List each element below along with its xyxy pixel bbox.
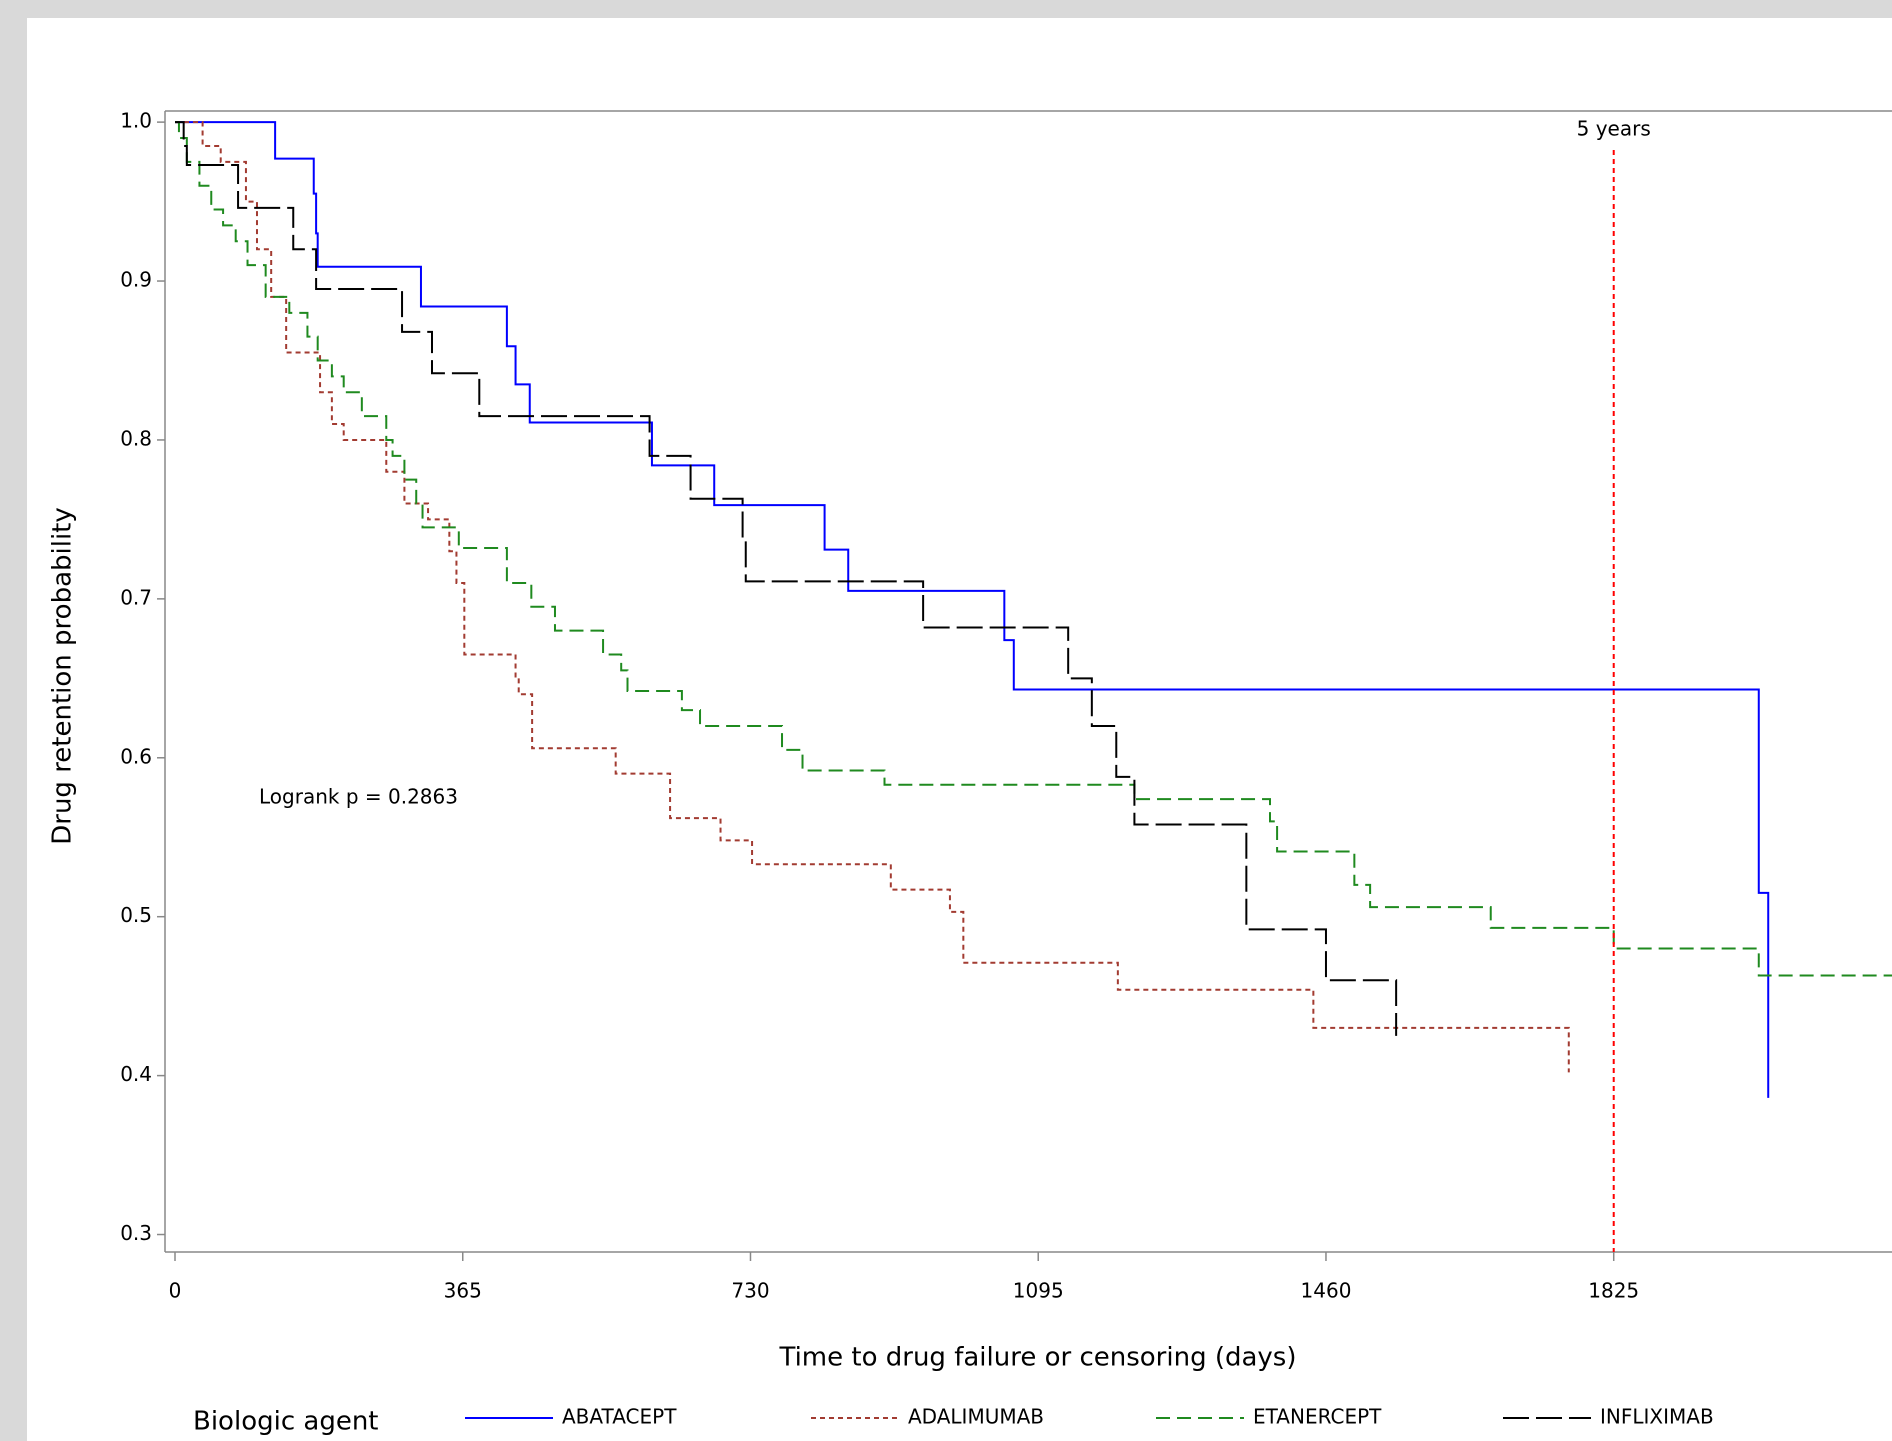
y-tick-label: 0.3	[120, 1221, 152, 1245]
x-tick-label: 1460	[1301, 1279, 1352, 1303]
legend-label: ADALIMUMAB	[908, 1405, 1044, 1429]
survival-curve	[175, 121, 1770, 1098]
legend-title: Biologic agent	[193, 1407, 379, 1437]
x-tick-label: 730	[731, 1279, 769, 1303]
x-tick-label: 365	[444, 1279, 482, 1303]
y-tick-label: 0.8	[120, 426, 152, 450]
y-tick-label: 0.6	[120, 744, 152, 768]
legend-label: INFLIXIMAB	[1600, 1405, 1714, 1429]
y-tick-label: 0.7	[120, 585, 152, 609]
chart-background	[27, 18, 1892, 1441]
x-tick-label: 1825	[1588, 1279, 1639, 1303]
survival-curve	[175, 121, 1398, 1036]
plot-area	[175, 121, 1892, 1098]
legend-label: ETANERCEPT	[1253, 1405, 1382, 1429]
survival-curve	[175, 121, 1570, 1073]
x-tick-label: 0	[169, 1279, 182, 1303]
y-tick-label: 0.5	[120, 903, 152, 927]
legend-label: ABATACEPT	[562, 1405, 677, 1429]
survival-curve	[175, 121, 1892, 977]
y-tick-label: 0.9	[120, 268, 152, 292]
y-tick-label: 0.4	[120, 1062, 152, 1086]
annotation: Logrank p = 0.2863	[259, 785, 458, 809]
y-axis-title: Drug retention probability	[48, 507, 78, 845]
x-tick-label: 1095	[1013, 1279, 1064, 1303]
y-tick-label: 1.0	[120, 109, 152, 133]
x-axis-title: Time to drug failure or censoring (days)	[779, 1343, 1297, 1373]
reference-label: 5 years	[1577, 117, 1651, 141]
